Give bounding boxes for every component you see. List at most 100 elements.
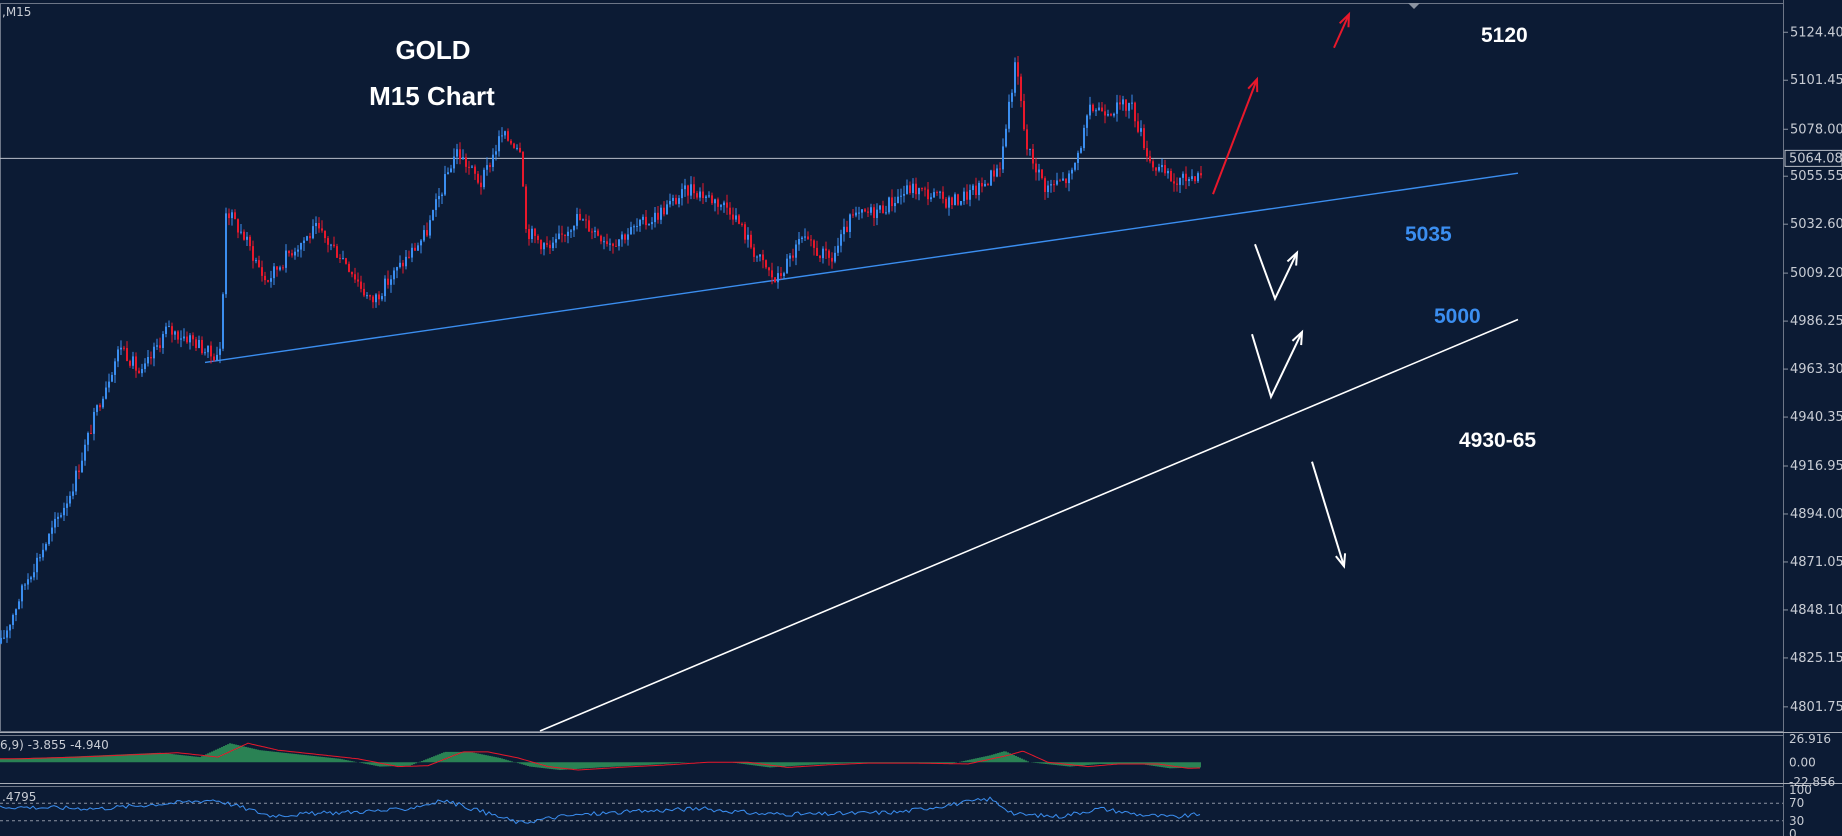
- candle-body: [3, 637, 5, 639]
- indicator2-tick-label: 0: [1789, 827, 1797, 836]
- arrow-head-icon: [1335, 553, 1347, 569]
- candle-body: [561, 233, 563, 235]
- candle-body: [453, 156, 455, 169]
- candle-body: [372, 296, 374, 303]
- shift-marker-icon[interactable]: [1408, 3, 1420, 9]
- candle-body: [138, 370, 140, 374]
- candle-body: [405, 256, 407, 267]
- candle-body: [732, 214, 734, 220]
- candle-body: [1032, 148, 1034, 164]
- candle-body: [504, 131, 506, 136]
- price-tick-label: 4894.00: [1790, 507, 1842, 522]
- candle-body: [381, 296, 383, 300]
- candle-body: [135, 356, 137, 371]
- level-5000-label: 5000: [1434, 305, 1481, 328]
- price-tick-label: 4963.30: [1790, 362, 1842, 377]
- price-axis: 5124.40 5101.45 5078.00 5055.55 5032.60 5009.…: [1783, 25, 1842, 715]
- candle-body: [795, 244, 797, 258]
- candle-body: [894, 203, 896, 207]
- projection-arrows[interactable]: [1212, 11, 1351, 569]
- candle-body: [993, 170, 995, 177]
- candle-body: [651, 222, 653, 225]
- candle-body: [21, 585, 23, 602]
- candle-body: [1059, 180, 1061, 182]
- candle-body: [48, 533, 50, 545]
- candle-body: [585, 219, 587, 221]
- candle-body: [1128, 103, 1130, 111]
- candle-body: [531, 228, 533, 240]
- projection-arrow[interactable]: [1251, 331, 1303, 400]
- price-tick-label: 4871.05: [1790, 555, 1842, 570]
- candle-body: [756, 256, 758, 258]
- candle-body: [999, 168, 1001, 170]
- indicator1-axis: 26.916 0.00 -22.856: [1789, 732, 1835, 789]
- candle-body: [807, 236, 809, 240]
- support-trendline[interactable]: [204, 172, 1519, 364]
- projection-arrow[interactable]: [1311, 461, 1345, 567]
- candle-body: [684, 185, 686, 190]
- candle-body: [147, 356, 149, 364]
- candle-body: [717, 199, 719, 207]
- candle-body: [1167, 170, 1169, 174]
- candle-body: [1053, 184, 1055, 186]
- candle-body: [606, 241, 608, 245]
- candle-body: [1143, 128, 1145, 149]
- candle-body: [1035, 163, 1037, 173]
- current-price-text: 5064.08: [1789, 151, 1842, 166]
- projection-arrow[interactable]: [1333, 13, 1350, 49]
- candle-body: [540, 239, 542, 250]
- arrow-head-icon: [1247, 76, 1259, 93]
- candle-body: [1023, 100, 1025, 130]
- candle-body: [264, 275, 266, 281]
- candle-body: [720, 205, 722, 207]
- candle-body: [990, 170, 992, 186]
- candle-body: [99, 405, 101, 408]
- candle-body: [93, 411, 95, 434]
- candle-body: [711, 195, 713, 204]
- candle-body: [975, 185, 977, 196]
- candle-body: [45, 544, 47, 550]
- price-tick-label: 4986.25: [1790, 314, 1842, 329]
- candle-body: [27, 579, 29, 585]
- candle-body: [1083, 127, 1085, 149]
- candle-body: [870, 207, 872, 213]
- candle-body: [489, 165, 491, 167]
- candle-body: [903, 193, 905, 196]
- symbol-label: ,M15: [2, 5, 31, 19]
- candle-body: [198, 340, 200, 348]
- candle-body: [546, 243, 548, 245]
- candle-body: [192, 335, 194, 340]
- candle-body: [324, 230, 326, 239]
- candle-body: [1065, 178, 1067, 184]
- candle-body: [594, 230, 596, 233]
- candle-body: [132, 356, 134, 366]
- candle-body: [600, 235, 602, 242]
- candle-body: [942, 191, 944, 199]
- candle-body: [345, 258, 347, 264]
- candle-body: [24, 584, 26, 586]
- projection-arrow[interactable]: [1212, 78, 1258, 195]
- candle-body: [759, 254, 761, 257]
- candle-body: [72, 491, 74, 496]
- candle-body: [615, 245, 617, 247]
- candle-body: [165, 326, 167, 335]
- candle-body: [51, 527, 53, 534]
- candle-body: [924, 188, 926, 190]
- candle-body: [96, 405, 98, 412]
- candle-body: [570, 230, 572, 232]
- candle-body: [879, 205, 881, 210]
- candle-body: [1014, 62, 1016, 93]
- lower-trendline[interactable]: [539, 318, 1519, 732]
- candle-body: [1197, 173, 1199, 182]
- projection-arrow[interactable]: [1254, 243, 1298, 302]
- candle-body: [447, 172, 449, 175]
- candle-body: [858, 212, 860, 214]
- candle-body: [906, 185, 908, 194]
- candle-body: [741, 223, 743, 225]
- candle-body: [789, 255, 791, 259]
- candle-body: [507, 131, 509, 141]
- candle-body: [933, 192, 935, 198]
- candle-body: [855, 212, 857, 216]
- price-tick-label: 5078.00: [1790, 122, 1842, 137]
- candle-body: [738, 215, 740, 224]
